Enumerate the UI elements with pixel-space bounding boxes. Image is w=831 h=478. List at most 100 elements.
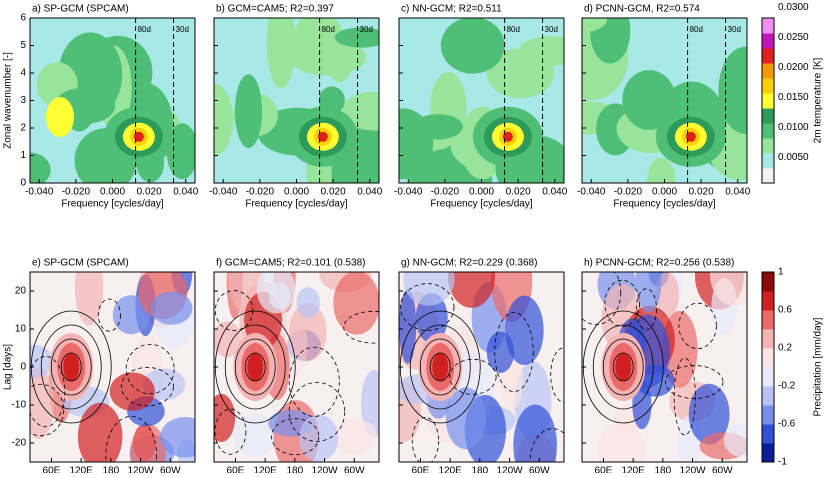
field-blob [505, 295, 544, 366]
panel-title: h) PCNN-GCM; R2=0.256 (0.538) [584, 258, 734, 269]
colorbar-cell [762, 18, 774, 34]
contour [612, 352, 634, 382]
field-blob [647, 157, 676, 183]
x-tick-label: 180 [655, 466, 672, 473]
y-tick-label: -20 [12, 438, 27, 449]
x-tick-label: -0.040 [209, 187, 238, 198]
x-tick-label: 0.040 [173, 187, 198, 198]
x-tick-label: 0.000 [469, 187, 494, 198]
panel-title: e) SP-GCM (SPCAM) [32, 258, 129, 269]
colorbar-tick-label: 1 [778, 267, 784, 278]
contour [494, 311, 534, 393]
y-axis-label: Zonal wavenumber [-] [3, 52, 14, 149]
contour [50, 338, 92, 396]
x-tick-label: 120W [679, 466, 706, 473]
colorbar-tick-label: 0.0300 [778, 2, 809, 13]
colorbar-tick-label: 0.6 [778, 305, 792, 316]
field-peak [615, 353, 632, 381]
contour [288, 346, 340, 417]
field-peak [432, 353, 449, 381]
x-tick-label: 0.020 [689, 187, 714, 198]
colorbar-tick-label: 0.0150 [778, 92, 809, 103]
x-axis-label: Frequency [cycles/day] [61, 199, 163, 210]
field-blob [234, 74, 263, 149]
y-tick-label: 3 [20, 95, 26, 106]
field-blob [589, 18, 631, 64]
x-tick-label: 0.020 [321, 187, 346, 198]
contour [288, 381, 346, 442]
field-blob [109, 372, 155, 411]
panel-title: g) NN-GCM; R2=0.229 (0.368) [401, 258, 537, 269]
x-tick-label: 0.020 [506, 187, 531, 198]
panel-title: b) GCM=CAM5; R2=0.397 [216, 4, 334, 15]
field-blob [445, 387, 487, 450]
period-label: 80d [690, 25, 703, 34]
field-blob [30, 152, 51, 183]
colorbar-cell [762, 153, 774, 169]
colorbar-label: 2m temperature [K] [813, 57, 824, 143]
panel-field [399, 272, 564, 462]
colorbar-cell [762, 93, 774, 109]
colorbar-cell [762, 443, 774, 463]
panel-title: d) PCNN-GCM, R2=0.574 [584, 4, 700, 15]
field-blob [513, 404, 557, 462]
x-tick-label: 120W [496, 466, 523, 473]
y-tick-label: 5 [20, 40, 26, 51]
y-tick-label: 0 [20, 362, 26, 373]
contour [664, 365, 724, 399]
contour [409, 324, 471, 410]
period-label: 80d [322, 25, 335, 34]
field-blob [256, 272, 296, 314]
contour [271, 418, 320, 456]
contour [592, 324, 654, 410]
panel-field [582, 18, 747, 183]
field-blob [77, 402, 123, 462]
y-tick-label: 6 [20, 13, 26, 24]
colorbar-cell [762, 138, 774, 154]
colorbar-tick-label: 0.0050 [778, 152, 809, 163]
x-tick-label: 0.000 [284, 187, 309, 198]
x-tick-label: 0.040 [725, 187, 750, 198]
colorbar-cell [762, 367, 774, 387]
colorbar-tick-label: -1 [778, 457, 787, 468]
y-axis-label: Lag [days] [3, 344, 14, 390]
field-peak [63, 353, 80, 381]
period-label: 30d [360, 25, 373, 34]
x-tick-label: -0.040 [577, 187, 606, 198]
contour [30, 383, 65, 437]
panel-title: a) SP-GCM (SPCAM) [32, 4, 129, 15]
x-axis-label: Frequency [cycles/day] [430, 199, 532, 210]
colorbar-cell [762, 272, 774, 292]
contour [244, 352, 266, 382]
contour [635, 288, 657, 331]
panel-field [30, 272, 195, 462]
field-blob [635, 272, 662, 313]
colorbar-cell [762, 310, 774, 330]
x-tick-label: 60W [712, 466, 733, 473]
field-blob [74, 272, 104, 326]
colorbar-cell [762, 386, 774, 406]
field-blob [688, 383, 730, 445]
colorbar-cell [762, 291, 774, 311]
field-blob [288, 39, 366, 76]
field-blob [723, 423, 747, 458]
field-blob [440, 18, 505, 74]
x-tick-label: 120E [253, 466, 277, 473]
period-label: 80d [138, 25, 151, 34]
field-peak [247, 353, 264, 381]
field-blob [709, 272, 747, 307]
x-tick-label: -0.020 [614, 187, 643, 198]
colorbar-frame [761, 271, 775, 463]
field-blob [332, 418, 378, 455]
x-tick-label: 60E [227, 466, 245, 473]
colorbar-cell [762, 405, 774, 425]
contour [673, 357, 696, 436]
colorbar-label: Precipitation [mm/day] [813, 317, 824, 416]
contour [419, 338, 461, 396]
x-tick-label: 0.040 [357, 187, 382, 198]
field-blob [334, 27, 379, 48]
x-tick-label: -0.040 [394, 187, 423, 198]
contour [40, 324, 102, 410]
colorbar-cell [762, 108, 774, 124]
